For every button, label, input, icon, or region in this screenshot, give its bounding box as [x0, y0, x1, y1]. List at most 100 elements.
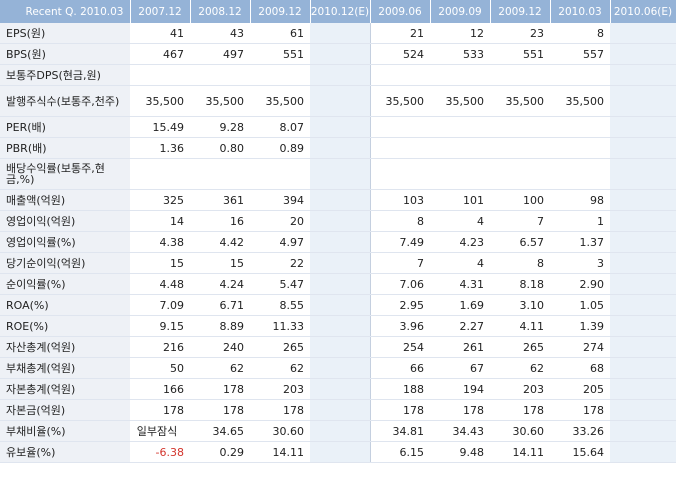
row-label: BPS(원) — [0, 43, 130, 65]
cell: 1.37 — [550, 231, 610, 253]
cell: 6.57 — [490, 231, 550, 253]
cell — [550, 158, 610, 190]
cell-estimate — [610, 210, 676, 232]
cell: 15 — [190, 252, 250, 274]
cell: 98 — [550, 189, 610, 211]
cell: 178 — [369, 399, 430, 421]
cell: 4 — [430, 210, 490, 232]
cell: 1 — [550, 210, 610, 232]
cell — [190, 158, 250, 190]
table-row: 부채총계(억원) 50 62 62 66 67 62 68 — [0, 357, 676, 379]
cell: 2.90 — [550, 273, 610, 295]
cell: 203 — [250, 378, 310, 400]
cell-estimate — [610, 399, 676, 421]
cell: 35,500 — [490, 85, 550, 117]
cell: 11.33 — [250, 315, 310, 337]
cell: 4.48 — [130, 273, 190, 295]
cell: 4.31 — [430, 273, 490, 295]
cell: 166 — [130, 378, 190, 400]
cell: 394 — [250, 189, 310, 211]
cell-estimate — [610, 357, 676, 379]
cell-estimate — [310, 64, 370, 86]
cell: 4.97 — [250, 231, 310, 253]
cell-estimate — [310, 137, 370, 159]
cell: 178 — [430, 399, 490, 421]
cell: 16 — [190, 210, 250, 232]
cell: 557 — [550, 43, 610, 65]
cell: 34.65 — [190, 420, 250, 442]
table-row: 영업이익(억원) 14 16 20 8 4 7 1 — [0, 210, 676, 232]
financial-summary-table: Recent Q. 2010.03 2007.12 2008.12 2009.1… — [0, 0, 676, 463]
cell: 0.29 — [190, 441, 250, 463]
cell: 15 — [130, 252, 190, 274]
cell: 7 — [369, 252, 430, 274]
cell: 205 — [550, 378, 610, 400]
cell — [250, 158, 310, 190]
cell — [369, 137, 430, 159]
cell: 467 — [130, 43, 190, 65]
cell: 4.23 — [430, 231, 490, 253]
cell: 265 — [490, 336, 550, 358]
cell: 188 — [369, 378, 430, 400]
cell-estimate — [610, 158, 676, 190]
cell: 254 — [369, 336, 430, 358]
cell — [490, 158, 550, 190]
cell — [490, 137, 550, 159]
row-label: ROE(%) — [0, 315, 130, 337]
cell: 100 — [490, 189, 550, 211]
table-row: 당기순이익(억원) 15 15 22 7 4 8 3 — [0, 252, 676, 274]
cell: 3.10 — [490, 294, 550, 316]
cell: 15.64 — [550, 441, 610, 463]
table-row: 보통주DPS(현금,원) — [0, 64, 676, 86]
cell: 240 — [190, 336, 250, 358]
cell: 0.89 — [250, 137, 310, 159]
cell: 12 — [430, 23, 490, 44]
cell: 4.38 — [130, 231, 190, 253]
cell: 361 — [190, 189, 250, 211]
cell: 35,500 — [250, 85, 310, 117]
table-row: EPS(원) 41 43 61 21 12 23 8 — [0, 23, 676, 44]
cell: 7.49 — [369, 231, 430, 253]
row-label: PBR(배) — [0, 137, 130, 159]
cell: 178 — [190, 378, 250, 400]
cell-estimate — [610, 64, 676, 86]
cell-estimate — [610, 294, 676, 316]
cell — [130, 64, 190, 86]
cell — [550, 64, 610, 86]
row-label: 영업이익(억원) — [0, 210, 130, 232]
cell: 8.18 — [490, 273, 550, 295]
cell: 551 — [490, 43, 550, 65]
cell: 533 — [430, 43, 490, 65]
cell: 3 — [550, 252, 610, 274]
header-col: 2008.12 — [190, 0, 251, 23]
cell: 178 — [490, 399, 550, 421]
table-row: 유보율(%) -6.38 0.29 14.11 6.15 9.48 14.11 … — [0, 441, 676, 463]
cell: 178 — [190, 399, 250, 421]
table-row: PBR(배) 1.36 0.80 0.89 — [0, 137, 676, 159]
cell-estimate — [610, 85, 676, 117]
table-row: 발행주식수(보통주,천주) 35,500 35,500 35,500 35,50… — [0, 85, 676, 117]
row-label: 유보율(%) — [0, 441, 130, 463]
cell: 4 — [430, 252, 490, 274]
cell: 30.60 — [250, 420, 310, 442]
cell: 4.11 — [490, 315, 550, 337]
table-row: 영업이익률(%) 4.38 4.42 4.97 7.49 4.23 6.57 1… — [0, 231, 676, 253]
cell-estimate — [310, 336, 370, 358]
cell: 178 — [550, 399, 610, 421]
cell: 1.39 — [550, 315, 610, 337]
cell: 35,500 — [369, 85, 430, 117]
cell: 2.95 — [369, 294, 430, 316]
row-label: 보통주DPS(현금,원) — [0, 64, 130, 86]
header-col: 2009.09 — [430, 0, 491, 23]
cell — [430, 158, 490, 190]
cell-estimate — [310, 43, 370, 65]
cell-estimate — [610, 336, 676, 358]
table-row: 배당수익률(보통주,현금,%) — [0, 158, 676, 190]
cell: 9.48 — [430, 441, 490, 463]
cell — [250, 64, 310, 86]
cell: 35,500 — [430, 85, 490, 117]
row-label: 자본총계(억원) — [0, 378, 130, 400]
table-row: BPS(원) 467 497 551 524 533 551 557 — [0, 43, 676, 65]
cell: 6.71 — [190, 294, 250, 316]
cell-estimate — [310, 378, 370, 400]
